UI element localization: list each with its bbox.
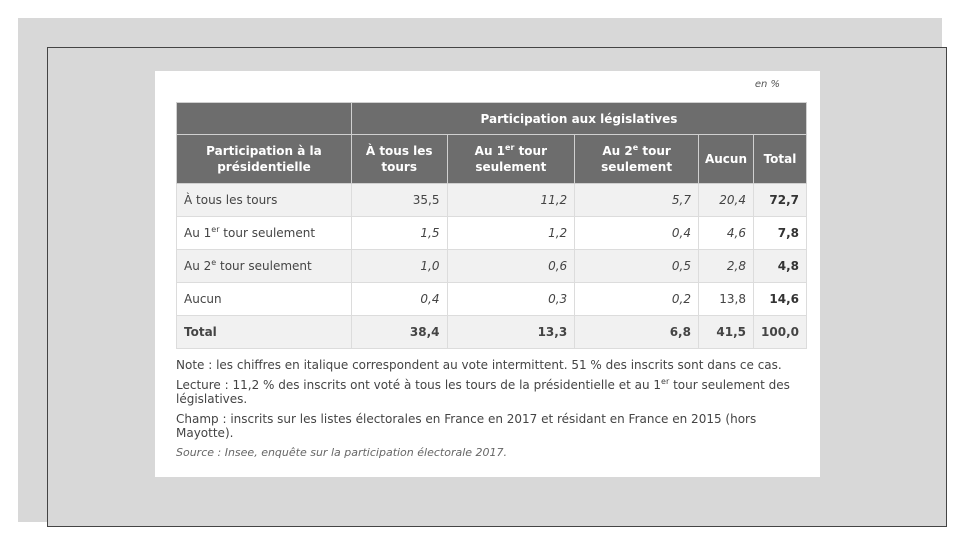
cell-value: 11,2 [446, 183, 576, 217]
cell-total: 38,4 [350, 315, 448, 349]
total-row-label: Total [176, 315, 352, 349]
cell-total: 72,7 [753, 183, 807, 217]
header-row-1: Participation aux législatives [176, 102, 808, 135]
cell-value: 0,2 [574, 282, 699, 316]
row-label: Aucun [176, 282, 352, 316]
unit-label: en % [754, 79, 780, 90]
cell-value: 1,0 [350, 249, 448, 283]
cell-value: 0,4 [574, 216, 699, 250]
total-row: Total 38,4 13,3 6,8 41,5 100,0 [176, 315, 807, 349]
corner-header: Participation à la présidentielle [176, 134, 352, 184]
table-row: Aucun 0,4 0,3 0,2 13,8 14,6 [176, 282, 807, 316]
row-label: À tous les tours [176, 183, 352, 217]
table-row: À tous les tours 35,5 11,2 5,7 20,4 72,7 [176, 183, 807, 217]
col-header-none: Aucun [697, 134, 755, 184]
cell-value: 13,8 [697, 282, 755, 316]
cell-value: 35,5 [350, 183, 448, 217]
source-text: Source : Insee, enquête sur la participa… [176, 446, 508, 459]
cell-value: 2,8 [697, 249, 755, 283]
cell-total: 41,5 [697, 315, 755, 349]
corner-header-blank [176, 102, 352, 135]
cell-value: 4,6 [697, 216, 755, 250]
table-row: Au 2e tour seulement 1,0 0,6 0,5 2,8 4,8 [176, 249, 807, 283]
cell-total: 7,8 [753, 216, 807, 250]
table-notes: Note : les chiffres en italique correspo… [176, 358, 801, 466]
cell-value: 0,4 [350, 282, 448, 316]
cell-value: 1,5 [350, 216, 448, 250]
champ-text: Champ : inscrits sur les listes électora… [176, 412, 757, 440]
cell-total: 4,8 [753, 249, 807, 283]
cell-total: 13,3 [446, 315, 576, 349]
group-header: Participation aux législatives [350, 102, 808, 135]
lecture-text: Lecture : 11,2 % des inscrits ont voté à… [176, 377, 790, 407]
note-text: Note : les chiffres en italique correspo… [176, 358, 782, 372]
table-card: en % Participation aux législatives Part… [155, 71, 820, 477]
row-label: Au 2e tour seulement [176, 249, 352, 283]
row-label: Au 1er tour seulement [176, 216, 352, 250]
cell-value: 0,3 [446, 282, 576, 316]
cell-total: 6,8 [574, 315, 699, 349]
cell-total: 14,6 [753, 282, 807, 316]
cell-grand-total: 100,0 [753, 315, 807, 349]
cell-value: 20,4 [697, 183, 755, 217]
header-row-2: Participation à la présidentielle À tous… [176, 134, 807, 184]
table-row: Au 1er tour seulement 1,5 1,2 0,4 4,6 7,… [176, 216, 807, 250]
col-header-first-round: Au 1er tour seulement [446, 134, 576, 184]
participation-table: Participation aux législatives Participa… [176, 102, 808, 349]
col-header-second-round: Au 2e tour seulement [574, 134, 699, 184]
col-header-all-rounds: À tous les tours [350, 134, 448, 184]
cell-value: 0,5 [574, 249, 699, 283]
cell-value: 5,7 [574, 183, 699, 217]
cell-value: 1,2 [446, 216, 576, 250]
cell-value: 0,6 [446, 249, 576, 283]
col-header-total: Total [753, 134, 807, 184]
